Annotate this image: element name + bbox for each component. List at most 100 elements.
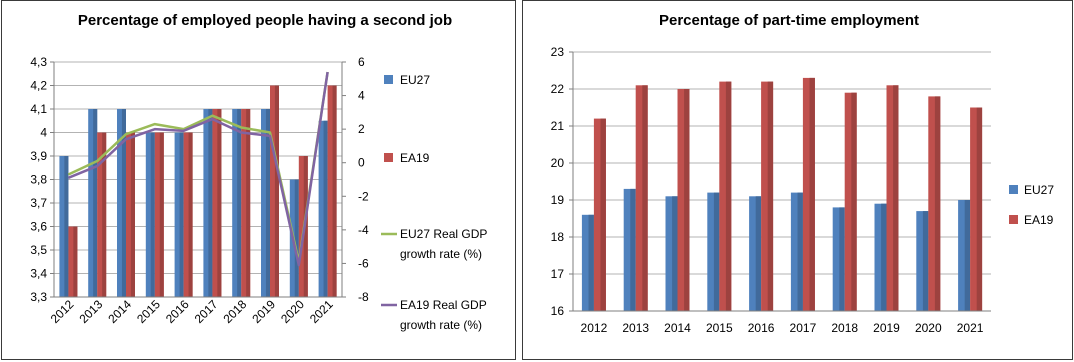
chart-second-job-panel: Percentage of employed people having a s…	[1, 0, 516, 360]
bar-shade	[767, 81, 774, 311]
bar-fill	[212, 109, 222, 297]
bar	[154, 132, 164, 297]
bar-shade	[893, 85, 899, 311]
series-line	[67, 71, 329, 267]
bar-fill	[126, 132, 135, 297]
y-tick-label: 3,9	[30, 149, 47, 163]
bar-shade	[265, 109, 270, 297]
bar	[958, 200, 971, 311]
bar	[916, 211, 929, 311]
bar-shade	[630, 188, 636, 311]
bar-shade	[217, 109, 222, 297]
legend-label: EA19 Real GDP	[400, 298, 487, 312]
x-tick-label: 2017	[192, 297, 221, 326]
legend-label: growth rate (%)	[400, 318, 482, 332]
y2-tick-label: -2	[358, 189, 369, 203]
bar-shade	[188, 132, 193, 297]
bar-shade	[755, 196, 762, 311]
legend-swatch	[384, 153, 393, 162]
bar-shade	[179, 132, 184, 297]
bar	[749, 196, 762, 311]
bar-shade	[159, 132, 164, 297]
y-tick-label: 3,5	[30, 243, 47, 257]
bar	[174, 132, 184, 297]
y-tick-label: 21	[551, 119, 565, 133]
bar-fill	[261, 109, 270, 297]
bar-shade	[332, 85, 337, 297]
x-tick-label: 2012	[48, 297, 77, 326]
y-tick-label: 17	[551, 267, 565, 281]
x-tick-label: 2016	[163, 297, 192, 326]
bar-fill	[232, 109, 242, 297]
bar-shade	[934, 96, 941, 312]
bar	[790, 192, 803, 311]
bar	[593, 118, 606, 311]
bar	[88, 109, 98, 297]
y-tick-label: 4,2	[30, 79, 47, 93]
chart-part-time: Percentage of part-time employment 16 17 1…	[551, 12, 1055, 335]
x-tick-label: 2013	[622, 321, 649, 335]
y-tick-label: 3,8	[30, 173, 47, 187]
chart-second-job: Percentage of employed people having a s…	[30, 12, 487, 332]
y-tick-label: 16	[551, 304, 565, 318]
bar-shade	[642, 85, 648, 311]
series-line	[67, 71, 329, 263]
bar-shade	[809, 77, 815, 312]
legend-swatch	[384, 75, 393, 84]
bar-shade	[976, 107, 983, 311]
chart-title: Percentage of employed people having a s…	[78, 12, 452, 29]
bar	[68, 226, 78, 297]
x-tick-label: 2015	[706, 321, 733, 335]
bar-fill	[68, 226, 78, 297]
y2-tick-label: 6	[358, 55, 365, 69]
y-tick-label: 18	[551, 230, 565, 244]
bar-shade	[323, 120, 328, 297]
bar-shade	[208, 109, 213, 297]
bar	[183, 132, 193, 297]
y-tick-label: 4	[40, 126, 47, 140]
bar-shade	[274, 85, 279, 297]
bar	[802, 77, 815, 312]
bar-fill	[97, 132, 107, 297]
bar	[874, 203, 887, 311]
bar	[59, 156, 69, 297]
bar-shade	[237, 109, 242, 297]
x-tick-label: 2018	[221, 297, 250, 326]
bar-fill	[174, 132, 184, 297]
bar	[761, 81, 774, 311]
bar-shade	[725, 81, 732, 311]
y-tick-label: 20	[551, 156, 565, 170]
bar	[635, 85, 648, 311]
chart-title: Percentage of part-time employment	[659, 12, 919, 29]
chart-part-time-panel: Percentage of part-time employment 16 17 1…	[522, 0, 1073, 360]
y2-tick-label: -4	[358, 223, 369, 237]
y-tick-label: 3,6	[30, 220, 47, 234]
bar	[327, 85, 337, 297]
bar	[970, 107, 983, 311]
x-tick-label: 2012	[581, 321, 608, 335]
bar-fill	[154, 132, 164, 297]
x-tick-label: 2020	[278, 297, 307, 326]
bar-fill	[203, 109, 213, 297]
bar-shade	[964, 200, 971, 311]
bar-shade	[839, 207, 845, 311]
y2-tick-label: -8	[358, 290, 369, 304]
legend-label: EU27	[400, 73, 430, 87]
x-tick-label: 2017	[790, 321, 817, 335]
bar-shade	[294, 179, 299, 297]
bar	[212, 109, 222, 297]
bar-shade	[150, 132, 155, 297]
bar	[707, 192, 720, 311]
bar	[126, 132, 135, 297]
y2-tick-label: 2	[358, 122, 365, 136]
bar-fill	[183, 132, 193, 297]
bar	[117, 109, 126, 297]
bar	[832, 207, 845, 311]
legend-label: EA19	[400, 151, 430, 165]
x-tick-label: 2016	[748, 321, 775, 335]
bar	[886, 85, 899, 311]
legend-label: growth rate (%)	[400, 247, 482, 261]
bar-shade	[246, 109, 251, 297]
bar	[241, 109, 251, 297]
bar	[145, 132, 155, 297]
